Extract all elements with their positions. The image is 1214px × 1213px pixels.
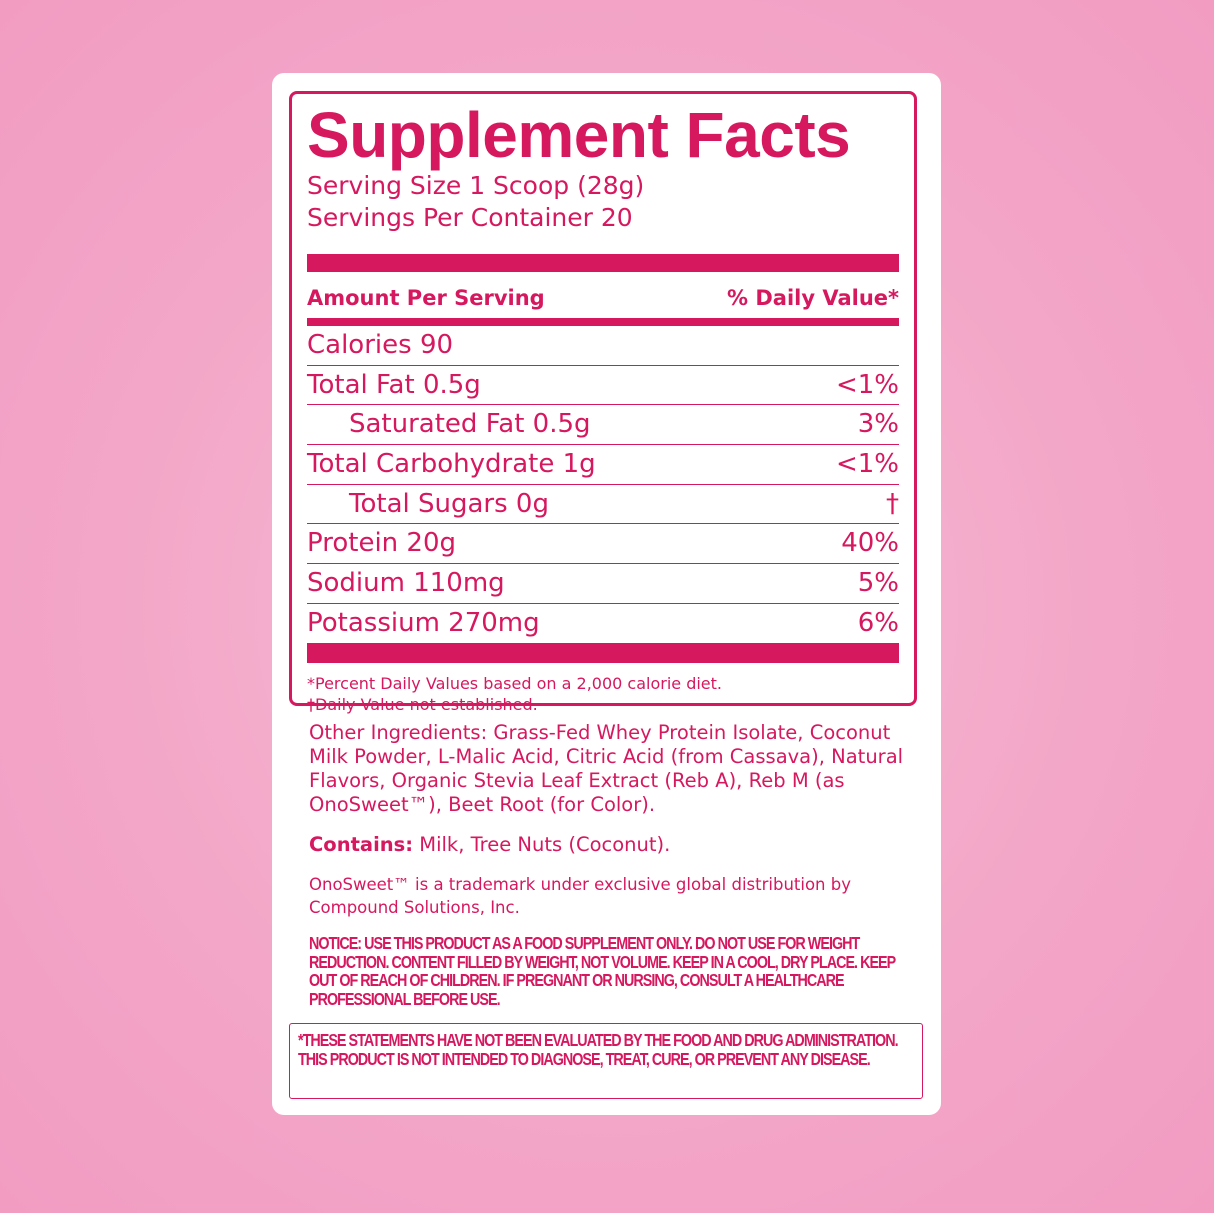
nutrient: Potassium 270mg <box>307 607 540 638</box>
serving-size: Serving Size 1 Scoop (28g) <box>307 171 645 200</box>
contains: Contains: Milk, Tree Nuts (Coconut). <box>309 833 909 856</box>
nutrient: Total Carbohydrate 1g <box>307 449 596 480</box>
contains-text: Milk, Tree Nuts (Coconut). <box>419 833 671 856</box>
nutrient: Protein 20g <box>307 528 456 559</box>
daily-value: 5% <box>857 568 899 599</box>
nutrient-row: Total Sugars 0g † <box>307 485 899 525</box>
nutrient: Calories 90 <box>307 330 454 360</box>
nutrient-row: Sodium 110mg 5% <box>307 564 899 604</box>
ingredients: Other Ingredients: Grass-Fed Whey Protei… <box>309 721 904 816</box>
daily-value: <1% <box>835 449 899 480</box>
label-card: Supplement Facts Serving Size 1 Scoop (2… <box>272 73 941 1115</box>
disclaimer: *THESE STATEMENTS HAVE NOT BEEN EVALUATE… <box>298 1030 899 1069</box>
daily-value: 40% <box>841 528 899 559</box>
nutrient: Sodium 110mg <box>307 568 505 599</box>
nutrient-row: Total Fat 0.5g <1% <box>307 366 899 406</box>
nutrient: Total Sugars 0g <box>349 488 549 519</box>
servings-per-container: Servings Per Container 20 <box>307 203 633 232</box>
daily-value: 6% <box>857 607 899 638</box>
divider <box>307 254 899 272</box>
footnote: †Daily Value not established. <box>307 694 538 714</box>
divider <box>307 643 899 663</box>
table-header: Amount Per Serving % Daily Value* <box>307 278 899 310</box>
amount-header: Amount Per Serving <box>307 286 545 310</box>
disclaimer-box: *THESE STATEMENTS HAVE NOT BEEN EVALUATE… <box>289 1023 923 1099</box>
daily-value: 3% <box>857 409 899 440</box>
nutrient-row: Calories 90 <box>307 326 899 366</box>
dv-header: % Daily Value* <box>727 286 899 310</box>
nutrient-row: Potassium 270mg 6% <box>307 604 899 644</box>
divider <box>307 318 899 326</box>
trademark: OnoSweet™ is a trademark under exclusive… <box>309 875 852 917</box>
contains-label: Contains: <box>309 833 414 856</box>
nutrient: Saturated Fat 0.5g <box>349 409 591 440</box>
nutrient: Total Fat 0.5g <box>307 369 481 400</box>
nutrient-row: Protein 20g 40% <box>307 524 899 565</box>
footnote: *Percent Daily Values based on a 2,000 c… <box>307 673 722 693</box>
title: Supplement Facts <box>307 99 851 171</box>
footnotes: *Percent Daily Values based on a 2,000 c… <box>307 673 899 715</box>
daily-value: <1% <box>835 369 899 400</box>
notice: NOTICE: USE THIS PRODUCT AS A FOOD SUPPL… <box>309 933 896 1009</box>
facts-panel: Supplement Facts Serving Size 1 Scoop (2… <box>289 91 917 714</box>
nutrient-row: Saturated Fat 0.5g 3% <box>307 405 899 446</box>
daily-value: † <box>886 488 899 519</box>
nutrient-row: Total Carbohydrate 1g <1% <box>307 445 899 485</box>
